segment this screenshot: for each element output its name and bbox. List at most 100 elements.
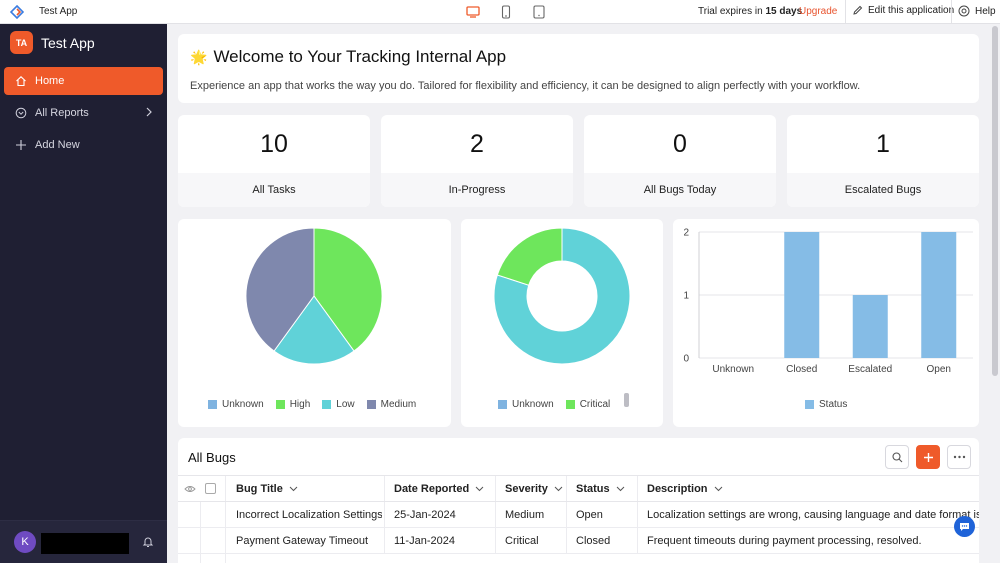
pie-slice-unknown[interactable] <box>493 227 631 365</box>
column-header-description[interactable]: Description <box>647 476 977 501</box>
cell-status: Open <box>576 508 603 521</box>
legend-item-unknown[interactable]: Unknown <box>208 399 264 410</box>
column-header-bug-title[interactable]: Bug Title <box>236 476 376 501</box>
desktop-view-icon[interactable] <box>465 4 481 20</box>
legend-item-unknown[interactable]: Unknown <box>498 399 554 410</box>
mobile-view-icon[interactable] <box>498 4 514 20</box>
chevron-down-icon <box>554 486 563 491</box>
column-header-status[interactable]: Status <box>576 476 636 501</box>
legend-item-status[interactable]: Status <box>805 399 847 410</box>
kpi-value: 10 <box>260 130 288 158</box>
column-divider <box>637 476 638 501</box>
kpi-label: All Bugs Today <box>584 173 776 207</box>
main-content: 🌟 Welcome to Your Tracking Internal App E… <box>167 24 990 563</box>
upgrade-link[interactable]: Upgrade <box>799 6 838 17</box>
table-row[interactable]: Incorrect Localization Settings 25-Jan-2… <box>178 502 979 528</box>
app-logo-icon[interactable] <box>9 4 25 20</box>
legend-label: Status <box>819 399 848 410</box>
kpi-in-progress[interactable]: 2 In-Progress <box>381 115 573 207</box>
pie-slice-high[interactable] <box>313 227 383 352</box>
search-button[interactable] <box>885 445 909 469</box>
legend-label: High <box>289 399 311 410</box>
chevron-right-icon <box>146 107 152 117</box>
status-bar-card: 0 1 2 Unknown Closed Escalated Open Status <box>673 219 979 427</box>
legend-swatch <box>565 400 575 409</box>
more-options-button[interactable] <box>947 445 971 469</box>
x-tick-label: Closed <box>786 364 817 375</box>
help-button[interactable]: Help <box>958 5 996 17</box>
edit-application-button[interactable]: Edit this application <box>852 5 954 16</box>
sidebar-app-name: Test App <box>41 34 95 51</box>
kpi-escalated-bugs[interactable]: 1 Escalated Bugs <box>787 115 979 207</box>
kpi-label: All Tasks <box>178 173 370 207</box>
column-divider <box>637 528 638 553</box>
star-icon: 🌟 <box>190 48 208 65</box>
kpi-value: 2 <box>470 130 484 158</box>
cell-date-reported: 25-Jan-2024 <box>394 508 456 521</box>
y-tick-label: 2 <box>683 228 689 239</box>
table-row[interactable] <box>178 554 979 563</box>
eye-icon[interactable] <box>182 476 198 501</box>
chevron-down-icon <box>289 486 298 491</box>
column-header-date-reported[interactable]: Date Reported <box>394 476 494 501</box>
legend-item-low[interactable]: Low <box>322 399 355 410</box>
page-title: 🌟 Welcome to Your Tracking Internal App <box>190 47 507 66</box>
y-tick-label: 0 <box>683 354 689 365</box>
bell-icon[interactable] <box>142 535 154 548</box>
sidebar-item-add-new[interactable]: Add New <box>4 131 163 159</box>
more-icon <box>953 455 965 459</box>
kpi-all-tasks[interactable]: 10 All Tasks <box>178 115 370 207</box>
legend-swatch <box>498 400 507 409</box>
x-tick-label: Escalated <box>848 364 892 375</box>
pie-slice-critical[interactable] <box>496 227 563 286</box>
plus-icon <box>15 139 27 151</box>
criticality-donut-card: Unknown Critical <box>461 219 663 427</box>
chevron-down-icon <box>475 486 484 491</box>
x-tick-label: Unknown <box>712 364 754 375</box>
table-row[interactable]: Payment Gateway Timeout 11-Jan-2024 Crit… <box>178 528 979 554</box>
column-divider <box>384 476 385 501</box>
tablet-view-icon[interactable] <box>531 4 547 20</box>
kpi-all-bugs-today[interactable]: 0 All Bugs Today <box>584 115 776 207</box>
home-icon <box>15 75 27 87</box>
column-divider <box>225 528 226 553</box>
welcome-card: 🌟 Welcome to Your Tracking Internal App E… <box>178 34 979 103</box>
column-divider <box>200 502 201 527</box>
legend-swatch <box>275 400 285 409</box>
bar-open[interactable] <box>921 232 957 358</box>
bar-closed[interactable] <box>784 232 820 358</box>
legend-item-high[interactable]: High <box>275 399 311 410</box>
page-scrollbar[interactable] <box>991 24 1000 563</box>
search-icon <box>891 451 902 462</box>
pie-slice-medium[interactable] <box>245 227 315 352</box>
sidebar-item-all-reports[interactable]: All Reports <box>4 99 163 127</box>
x-tick-label: Open <box>927 364 951 375</box>
cell-severity: Critical <box>505 534 539 547</box>
sidebar-item-home[interactable]: Home <box>4 67 163 95</box>
user-avatar[interactable]: K <box>14 531 36 553</box>
app-title: Test App <box>39 6 78 17</box>
column-divider <box>200 528 201 553</box>
column-divider <box>495 528 496 553</box>
legend-label: Low <box>336 399 355 410</box>
column-divider <box>225 476 226 501</box>
add-bug-button[interactable] <box>916 445 940 469</box>
legend-item-medium[interactable]: Medium <box>366 399 416 410</box>
table-header: Bug Title Date Reported Severity Status … <box>178 475 979 502</box>
app-avatar: TA <box>10 31 33 54</box>
select-all-checkbox[interactable] <box>202 476 218 501</box>
bar-escalated[interactable] <box>852 295 888 358</box>
all-bugs-table-card: All Bugs Bug Title Date Reported Severit… <box>178 438 979 563</box>
legend-item-critical[interactable]: Critical <box>565 399 610 410</box>
column-header-severity[interactable]: Severity <box>505 476 567 501</box>
pie-legend: Unknown High Low Medium <box>208 399 428 410</box>
sidebar-footer: K <box>0 520 167 563</box>
user-name-redacted <box>41 533 129 554</box>
column-divider <box>384 528 385 553</box>
chat-icon[interactable] <box>954 516 975 537</box>
column-divider <box>200 554 201 563</box>
chevron-down-icon <box>616 486 624 491</box>
scrollbar-thumb[interactable] <box>992 26 998 376</box>
legend-scrollbar[interactable] <box>624 393 629 407</box>
plus-icon <box>923 452 933 462</box>
